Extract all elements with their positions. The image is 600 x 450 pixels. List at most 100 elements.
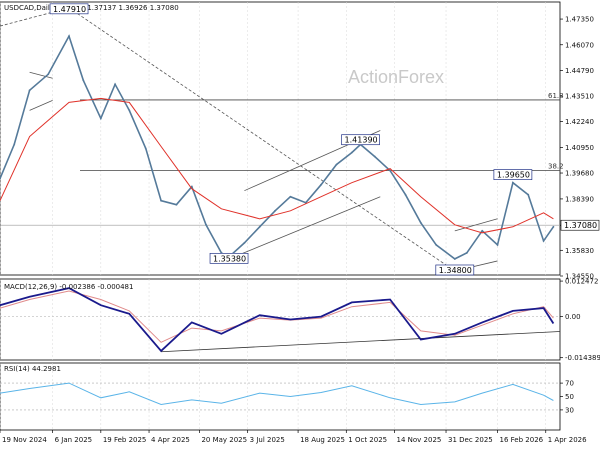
price-point xyxy=(481,229,484,232)
watermark: ActionForex xyxy=(348,67,444,87)
x-tick-label: 31 Dec 2025 xyxy=(448,436,493,444)
price-point xyxy=(465,252,468,254)
price-panel: 61.8 38.2 1.37080 1.47910 1.41390 1.39650 1.35… xyxy=(0,3,600,276)
price-tick-label: 1.34550 xyxy=(565,273,594,281)
panel-frame-2 xyxy=(0,362,561,431)
price-callout-box xyxy=(493,169,533,180)
price-point xyxy=(128,109,131,112)
price-point xyxy=(552,225,555,228)
current-price-label: 1.37080 xyxy=(564,221,597,230)
macd-tick-label: 0.012472 xyxy=(565,278,598,286)
price-point xyxy=(114,83,116,86)
price-point xyxy=(404,193,407,196)
x-tick-label: 19 Feb 2025 xyxy=(103,436,147,444)
price-point xyxy=(243,241,246,244)
price-tick-label: 1.44790 xyxy=(565,67,594,75)
x-tick-label: 3 Jul 2025 xyxy=(250,436,285,444)
x-tick-label: 4 Apr 2025 xyxy=(151,436,190,444)
price-point xyxy=(389,169,392,172)
price-point xyxy=(258,225,261,228)
price-point xyxy=(511,181,514,184)
x-tick-label: 6 Jan 2025 xyxy=(55,436,93,444)
rsi-tick-label: 50 xyxy=(565,393,574,401)
price-callout-label: 1.34800 xyxy=(439,266,472,275)
panel-frame-1 xyxy=(0,278,561,361)
price-tick-label: 1.38390 xyxy=(565,195,594,203)
flag-bottom xyxy=(29,99,53,111)
price-point xyxy=(289,195,292,198)
price-point xyxy=(350,151,353,154)
price-callout-label: 1.39650 xyxy=(497,171,530,180)
fib-level-label: 38.2 xyxy=(548,163,564,171)
x-tick-label: 1 Apr 2026 xyxy=(548,436,587,444)
price-callout-label: 1.41390 xyxy=(345,136,378,145)
price-point xyxy=(13,143,16,146)
price-point xyxy=(419,221,422,224)
x-tick-label: 20 May 2025 xyxy=(201,436,247,444)
price-point xyxy=(160,199,162,202)
price-point xyxy=(68,35,70,38)
fib-level-label: 61.8 xyxy=(548,92,564,100)
rsi-line xyxy=(0,382,554,406)
price-callout-box xyxy=(49,3,89,15)
price-tick-label: 1.35830 xyxy=(565,247,594,255)
panel-frame-0 xyxy=(0,1,561,276)
chart-header: USDCAD,Daily 1.37028 1.37137 1.36926 1.3… xyxy=(4,4,179,12)
rsi-tick-label: 30 xyxy=(565,406,574,414)
price-point xyxy=(144,147,147,150)
price-point xyxy=(190,185,193,188)
price-point xyxy=(496,243,499,246)
macd-tick-label: 0.00 xyxy=(565,313,581,321)
x-tick-label: 16 Feb 2026 xyxy=(500,436,544,444)
price-point xyxy=(527,193,530,196)
current-price-box xyxy=(560,219,600,231)
price-point xyxy=(28,89,31,92)
price-point xyxy=(99,117,102,120)
price-callout-label: 1.35380 xyxy=(213,254,246,263)
price-point xyxy=(82,79,85,82)
price-callout-box xyxy=(341,134,380,146)
price-tick-label: 1.43510 xyxy=(565,93,594,101)
price-tick-label: 1.42240 xyxy=(565,118,594,126)
price-point xyxy=(435,243,438,246)
price-callout-box xyxy=(209,252,249,264)
trendline-down xyxy=(68,7,456,272)
price-point xyxy=(274,209,276,212)
price-point xyxy=(0,177,1,180)
price-callout-box xyxy=(435,264,475,276)
x-tick-label: 1 Oct 2025 xyxy=(348,436,387,444)
trendline-top-left xyxy=(0,7,70,27)
rsi-label: RSI(14) 44.2981 xyxy=(4,365,61,373)
x-tick-label: 14 Nov 2025 xyxy=(397,436,442,444)
price-point xyxy=(47,73,50,76)
macd-tick-label: -0.014389 xyxy=(565,354,600,362)
rsi-panel: 70 50 30 xyxy=(0,380,574,414)
price-point xyxy=(542,239,545,242)
price-callout-label: 1.47910 xyxy=(53,5,86,14)
moving-average-line xyxy=(0,97,554,234)
x-axis: 19 Nov 2024 6 Jan 2025 19 Feb 2025 4 Apr 20… xyxy=(0,430,587,444)
panel-frames xyxy=(0,1,561,431)
x-tick-label: 19 Nov 2024 xyxy=(2,436,47,444)
price-series-line xyxy=(0,34,555,260)
resistance-line xyxy=(454,218,498,232)
price-tick-label: 1.46070 xyxy=(565,41,594,49)
price-tick-label: 1.40950 xyxy=(565,144,594,152)
price-point xyxy=(453,258,456,260)
macd-label: MACD(12,26,9) -0.002386 -0.000481 xyxy=(4,283,133,291)
price-point xyxy=(335,163,338,166)
price-tick-label: 1.47350 xyxy=(565,16,594,24)
price-point xyxy=(373,155,376,158)
price-point xyxy=(320,183,322,186)
price-point xyxy=(205,223,207,226)
rsi-tick-label: 70 xyxy=(565,380,574,388)
macd-trendline xyxy=(161,331,561,353)
x-tick-label: 18 Aug 2025 xyxy=(300,436,345,444)
flag-top xyxy=(29,71,53,79)
price-point xyxy=(175,203,178,206)
price-tick-label: 1.39680 xyxy=(565,170,594,178)
macd-line xyxy=(0,287,555,353)
channel-lower xyxy=(228,196,381,260)
macd-panel: 0.012472 0.00 -0.014389 xyxy=(0,278,600,362)
